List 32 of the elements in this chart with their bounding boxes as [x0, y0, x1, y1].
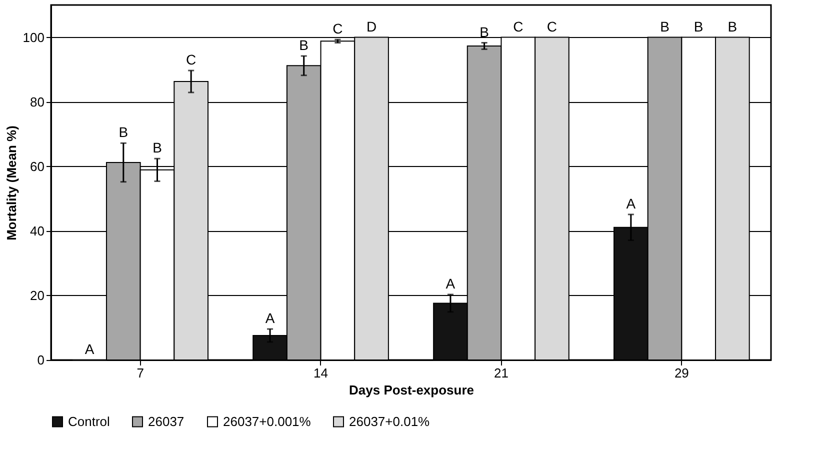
x-tick-label: 21 [494, 366, 508, 380]
y-tick-label: 100 [22, 30, 44, 45]
x-tick-label: 7 [136, 366, 144, 380]
data-label: B [480, 24, 489, 40]
x-tick-label: 14 [314, 366, 328, 380]
y-tick-label: 20 [30, 288, 44, 303]
data-label: B [694, 18, 704, 34]
legend-label: Control [68, 414, 110, 429]
legend-label: 26037+0.01% [349, 414, 430, 429]
data-label: A [446, 275, 456, 292]
data-label: A [84, 341, 95, 357]
data-label: A [626, 195, 636, 212]
y-tick-label: 60 [30, 158, 44, 174]
legend-label: 26037+0.001% [223, 414, 312, 429]
data-label: D [366, 18, 377, 34]
data-label: B [118, 124, 128, 140]
data-label: A [265, 310, 276, 326]
data-label: B [728, 18, 738, 34]
y-tick-label: 80 [30, 94, 44, 110]
x-tick-label: 29 [674, 366, 689, 380]
y-axis-title: Mortality (Mean %) [4, 126, 19, 240]
data-label: C [186, 52, 196, 68]
y-tick-label: 0 [37, 352, 44, 368]
data-label: C [546, 18, 558, 34]
data-label: B [299, 36, 309, 53]
data-label: B [660, 18, 670, 34]
data-label: B [152, 140, 162, 156]
legend-label: 26037 [148, 414, 184, 429]
x-axis-title: Days Post-exposure [349, 382, 474, 398]
data-label: C [513, 18, 524, 34]
y-tick-label: 40 [30, 223, 44, 238]
data-label: C [332, 20, 343, 37]
